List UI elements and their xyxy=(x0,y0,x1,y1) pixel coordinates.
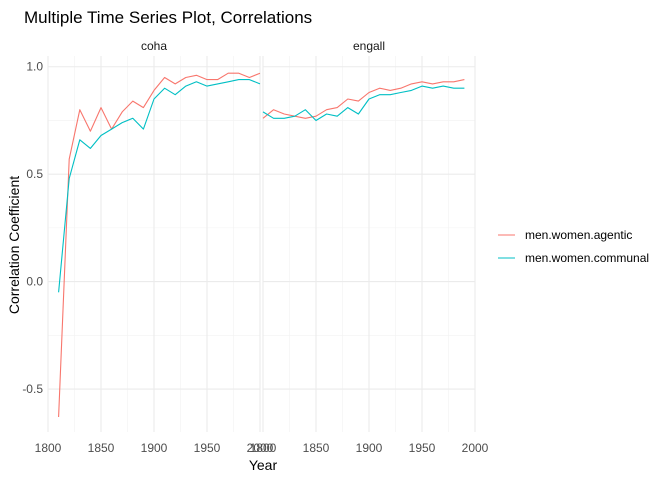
y-tick-label: 0.5 xyxy=(26,167,43,181)
x-tick-label: 2000 xyxy=(247,441,274,455)
x-tick-label: 1800 xyxy=(250,441,277,455)
x-tick-label: 1900 xyxy=(141,441,168,455)
facet-panel-engall: engall 1800 1850 1900 1950 2000 xyxy=(250,39,489,455)
x-axis-label: Year xyxy=(249,457,278,473)
legend: men.women.agentic men.women.communal xyxy=(498,228,649,265)
facet-label-coha: coha xyxy=(141,39,167,53)
facet-label-engall: engall xyxy=(353,39,385,53)
x-tick-label: 1850 xyxy=(303,441,330,455)
facet-panel-coha: coha 1800 1850 1900 1950 2000 xyxy=(35,39,274,455)
x-tick-label: 1900 xyxy=(356,441,383,455)
y-tick-label: 0.0 xyxy=(26,275,43,289)
x-tick-label: 2000 xyxy=(462,441,489,455)
series-line-men-women-communal xyxy=(262,85,465,122)
chart-title: Multiple Time Series Plot, Correlations xyxy=(24,8,312,27)
y-axis-label: Correlation Coefficient xyxy=(6,176,22,314)
facet-panels: coha 1800 1850 1900 1950 2000 engall 1800 1850 19… xyxy=(35,39,489,455)
x-tick-label: 1950 xyxy=(194,441,221,455)
x-tick-label: 1950 xyxy=(409,441,436,455)
y-tick-label: 1.0 xyxy=(26,60,43,74)
series-line-men-women-communal xyxy=(58,79,261,293)
y-axis-ticks: -0.5 0.0 0.5 1.0 xyxy=(22,60,43,396)
y-tick-label: -0.5 xyxy=(22,382,43,396)
x-tick-label: 1800 xyxy=(35,441,62,455)
x-tick-label: 1850 xyxy=(88,441,115,455)
legend-label-men-women-communal: men.women.communal xyxy=(525,251,649,265)
series-line-men-women-agentic xyxy=(262,79,465,119)
legend-label-men-women-agentic: men.women.agentic xyxy=(525,228,632,242)
series-line-men-women-agentic xyxy=(58,72,261,418)
